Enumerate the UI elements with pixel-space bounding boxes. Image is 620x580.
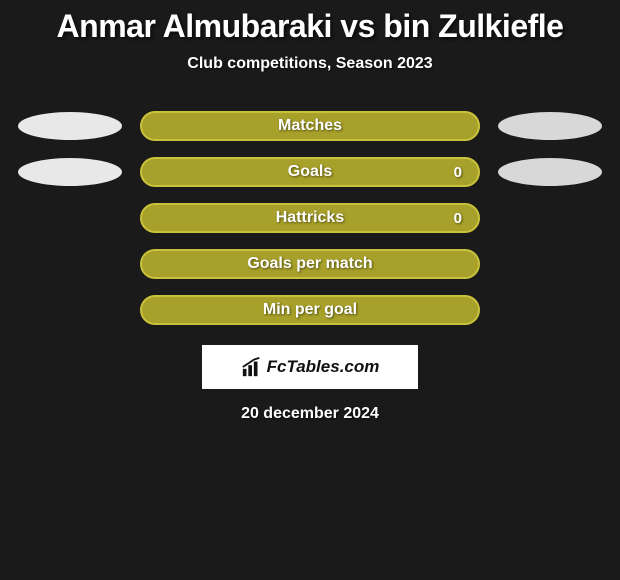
stat-row-goals: Goals 0: [0, 157, 620, 187]
stat-label: Matches: [278, 117, 342, 135]
right-ellipse: [498, 158, 602, 186]
stat-bar: Goals per match: [140, 249, 480, 279]
stat-label: Goals: [288, 163, 332, 181]
stat-bar: Hattricks 0: [140, 203, 480, 233]
ellipse-spacer: [18, 204, 122, 232]
stat-value: 0: [454, 210, 462, 227]
logo-badge: FcTables.com: [202, 345, 418, 389]
comparison-infographic: Anmar Almubaraki vs bin Zulkiefle Club c…: [0, 0, 620, 423]
left-ellipse: [18, 158, 122, 186]
stat-row-matches: Matches: [0, 111, 620, 141]
stat-bar: Matches: [140, 111, 480, 141]
stat-row-min-per-goal: Min per goal: [0, 295, 620, 325]
stat-bar: Min per goal: [140, 295, 480, 325]
stat-label: Goals per match: [247, 255, 372, 273]
ellipse-spacer: [498, 204, 602, 232]
stat-bar: Goals 0: [140, 157, 480, 187]
stat-row-goals-per-match: Goals per match: [0, 249, 620, 279]
stat-rows: Matches Goals 0 Hattricks 0 Goals per ma…: [0, 111, 620, 325]
stat-row-hattricks: Hattricks 0: [0, 203, 620, 233]
page-subtitle: Club competitions, Season 2023: [0, 55, 620, 73]
ellipse-spacer: [498, 250, 602, 278]
page-title: Anmar Almubaraki vs bin Zulkiefle: [0, 8, 620, 45]
ellipse-spacer: [498, 296, 602, 324]
ellipse-spacer: [18, 296, 122, 324]
right-ellipse: [498, 112, 602, 140]
ellipse-spacer: [18, 250, 122, 278]
stat-label: Hattricks: [276, 209, 344, 227]
stat-label: Min per goal: [263, 301, 357, 319]
left-ellipse: [18, 112, 122, 140]
chart-icon: [241, 356, 263, 378]
stat-value: 0: [454, 164, 462, 181]
logo-text: FcTables.com: [267, 357, 380, 377]
date-text: 20 december 2024: [0, 405, 620, 423]
